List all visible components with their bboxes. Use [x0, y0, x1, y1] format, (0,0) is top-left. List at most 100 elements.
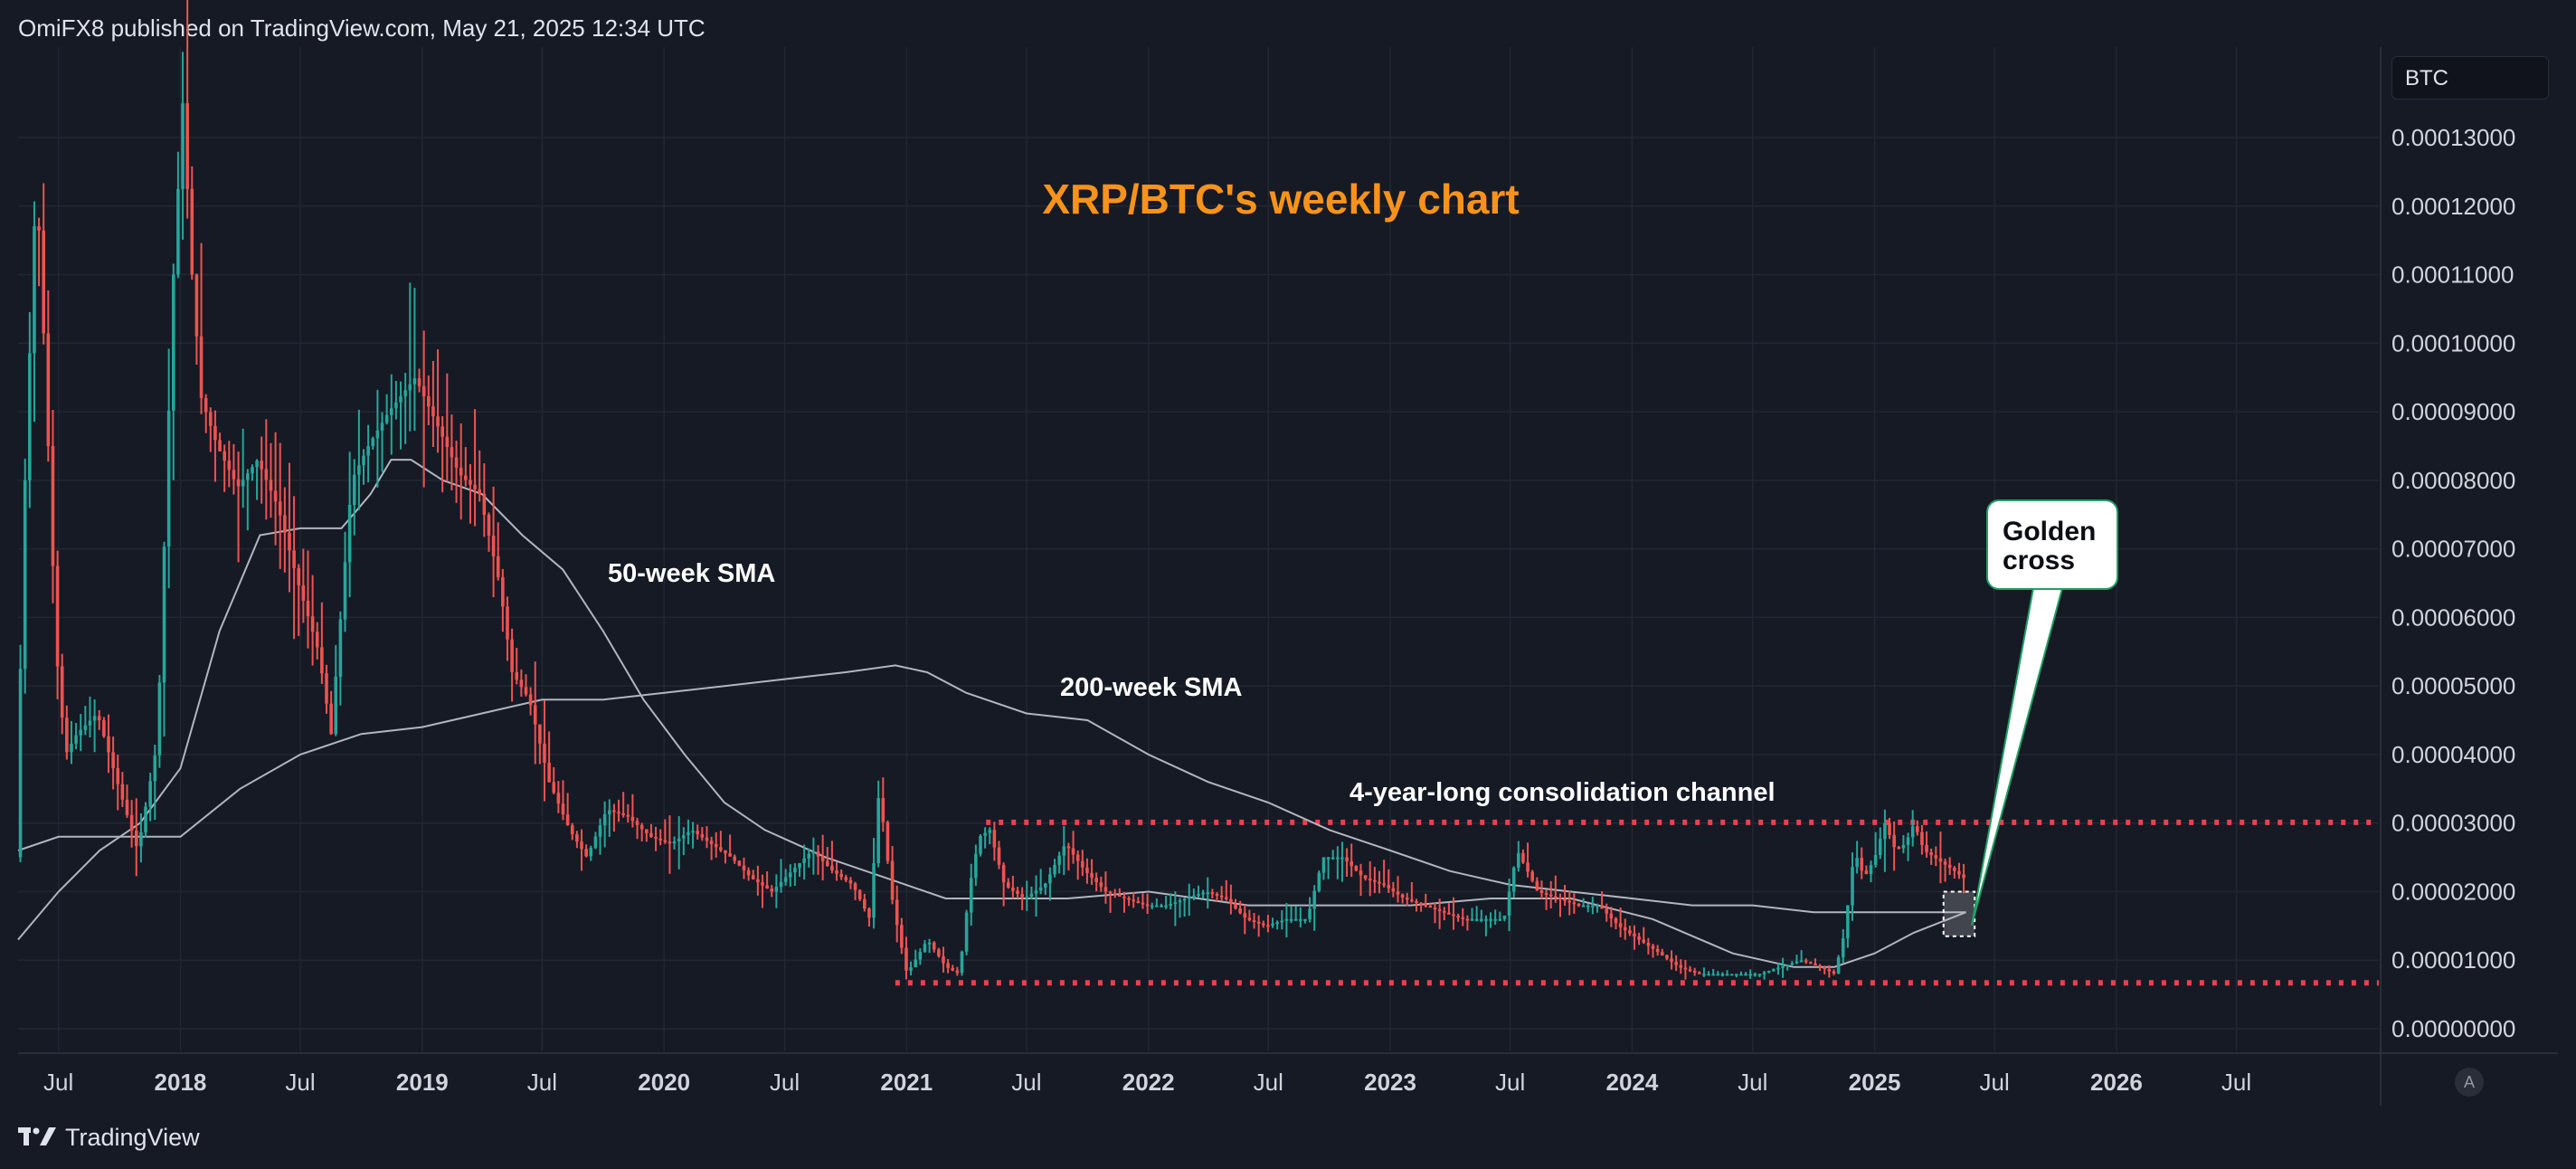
candle-body [937, 949, 941, 956]
candle-body [1271, 923, 1274, 926]
candle-body [28, 353, 32, 480]
candle-body [482, 494, 487, 515]
candle-body [705, 837, 709, 841]
candle-body [1804, 960, 1808, 963]
time-tick-label: Jul [43, 1069, 73, 1096]
candle-body [88, 720, 92, 726]
publisher-line: OmiFX8 published on TradingView.com, May… [18, 14, 706, 42]
candle-body [320, 647, 324, 674]
candle-body [264, 469, 269, 480]
candle-body [1748, 974, 1752, 976]
candle-body [1623, 927, 1627, 931]
candle-body [394, 402, 398, 409]
time-axis[interactable]: Jul 2018 Jul 2019 Jul 2020 Jul 2021 Jul 2022 Jul 20… [43, 1069, 2251, 1096]
candle-body [1692, 970, 1697, 973]
candle-body [1081, 860, 1084, 868]
candle-body [1674, 962, 1678, 965]
candle-body [223, 451, 226, 461]
candle-body [1308, 908, 1312, 919]
candle-body [709, 841, 714, 844]
candle-body [166, 410, 171, 547]
tradingview-brand[interactable]: TradingView [18, 1122, 200, 1153]
candle-body [1799, 960, 1804, 963]
candle-body [1132, 899, 1136, 902]
candle-body [18, 669, 23, 858]
candle-body [825, 860, 829, 866]
candle-body [171, 274, 175, 411]
candle-body [1711, 974, 1715, 976]
candle-body [1744, 974, 1747, 976]
candle-body [848, 879, 853, 884]
candle-body [1303, 918, 1307, 921]
candle-body [1317, 872, 1321, 891]
candle-body [1484, 918, 1488, 921]
candle-body [92, 716, 97, 721]
candle-body [1141, 902, 1145, 905]
price-scale-currency-button[interactable]: BTC [2391, 56, 2549, 100]
candle-body [756, 879, 760, 883]
candle-body [1280, 920, 1284, 923]
candle-body [687, 832, 690, 836]
candle-body [1883, 822, 1887, 840]
time-tick-label: 2019 [396, 1069, 449, 1096]
candle-body [700, 833, 705, 838]
candle-body [1766, 970, 1771, 973]
candle-body [352, 474, 356, 505]
price-tick-label: 0.00009000 [2391, 398, 2515, 425]
price-axis[interactable]: 0.00013000 0.00012000 0.00011000 0.00010000… [2391, 124, 2515, 1042]
candle-body [1197, 894, 1200, 897]
time-tick-label: Jul [770, 1069, 800, 1096]
candle-body [561, 803, 565, 815]
time-tick-label: Jul [1254, 1069, 1283, 1096]
annotations [1942, 587, 2064, 937]
price-tick-label: 0.00012000 [2391, 193, 2515, 220]
candle-body [969, 878, 973, 913]
time-tick-label: 2020 [638, 1069, 690, 1096]
candle-body [788, 872, 792, 878]
candle-body [1600, 905, 1604, 909]
candle-body [1864, 870, 1869, 875]
candle-body [992, 830, 997, 848]
candle-body [209, 412, 213, 426]
candle-body [1474, 918, 1479, 921]
candle-body [1336, 857, 1340, 860]
candle-body [181, 103, 185, 189]
price-tick-label: 0.00000000 [2391, 1015, 2515, 1042]
candle-body [421, 385, 426, 396]
candle-body [584, 849, 588, 857]
candle-body [1345, 857, 1349, 861]
candle-body [663, 840, 668, 842]
candle-body [779, 881, 783, 888]
candle-body [839, 873, 843, 878]
candle-body [1753, 974, 1757, 976]
candle-body [1814, 964, 1817, 966]
candle-body [1465, 918, 1470, 921]
candle-body [440, 426, 444, 437]
candle-body [1841, 937, 1845, 958]
candle-body [37, 226, 41, 231]
candle-body [1410, 899, 1414, 902]
auto-scale-button[interactable]: A [2455, 1068, 2484, 1097]
candle-body [1526, 862, 1530, 872]
candle-body [900, 925, 904, 948]
candle-body [1006, 882, 1010, 888]
candle-body [241, 480, 245, 487]
candle-body [1038, 887, 1043, 891]
candle-body [1572, 902, 1577, 905]
brand-name: TradingView [65, 1123, 200, 1151]
candle-body [872, 863, 876, 918]
candle-body [366, 445, 370, 456]
candle-body [519, 680, 524, 688]
candle-body [204, 397, 208, 413]
candle-body [1025, 897, 1029, 899]
price-tick-label: 0.00010000 [2391, 329, 2515, 356]
candle-body [1818, 965, 1822, 967]
candle-body [1252, 920, 1256, 923]
candle-body [1702, 974, 1706, 976]
candle-body [139, 832, 143, 847]
candle-body [1461, 917, 1465, 919]
candle-body [1795, 961, 1799, 964]
candle-body [1289, 918, 1293, 921]
